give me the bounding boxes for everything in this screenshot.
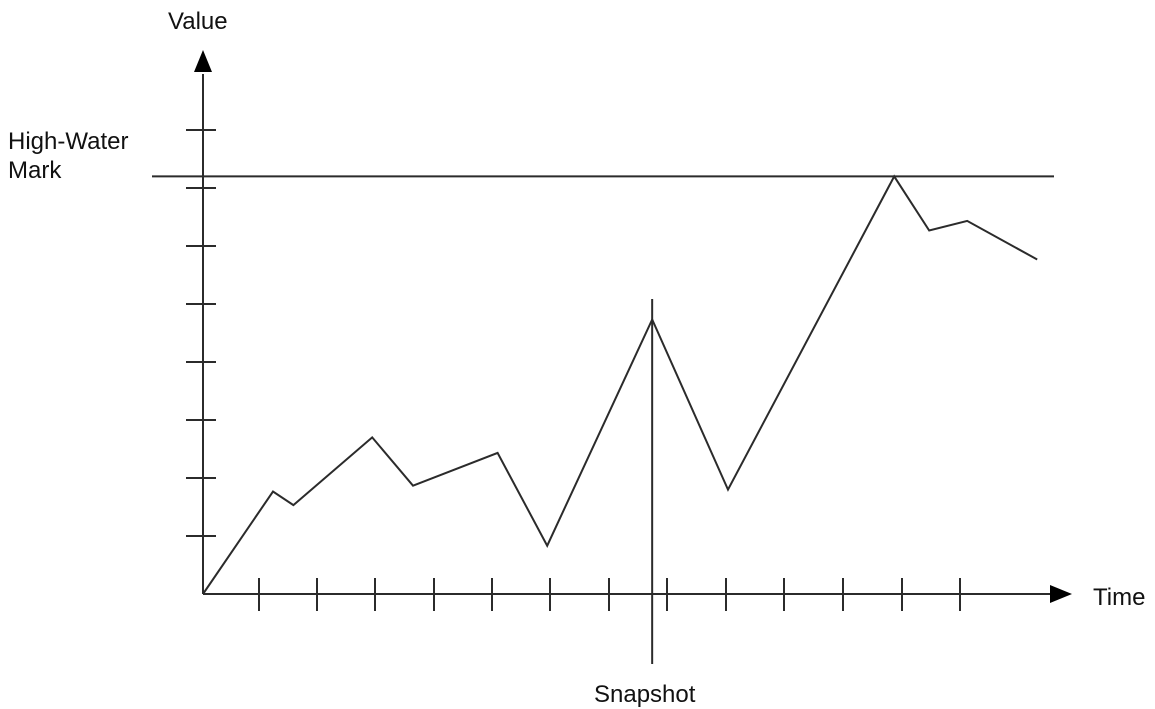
snapshot-label: Snapshot [594, 681, 696, 708]
high-water-mark-label-line1: High-Water [8, 128, 129, 155]
x-axis-arrowhead [1050, 585, 1072, 603]
high-water-mark-label-line2: Mark [8, 157, 62, 184]
y-axis-label: Value [168, 8, 228, 35]
axis-arrows [194, 50, 1072, 603]
value-series-line [202, 174, 1038, 595]
axis-ticks [186, 129, 961, 611]
high-water-mark-label: High-Water Mark [8, 127, 128, 185]
x-axis-label: Time [1093, 584, 1146, 611]
axes [202, 74, 1052, 595]
y-axis-arrowhead [194, 50, 212, 72]
